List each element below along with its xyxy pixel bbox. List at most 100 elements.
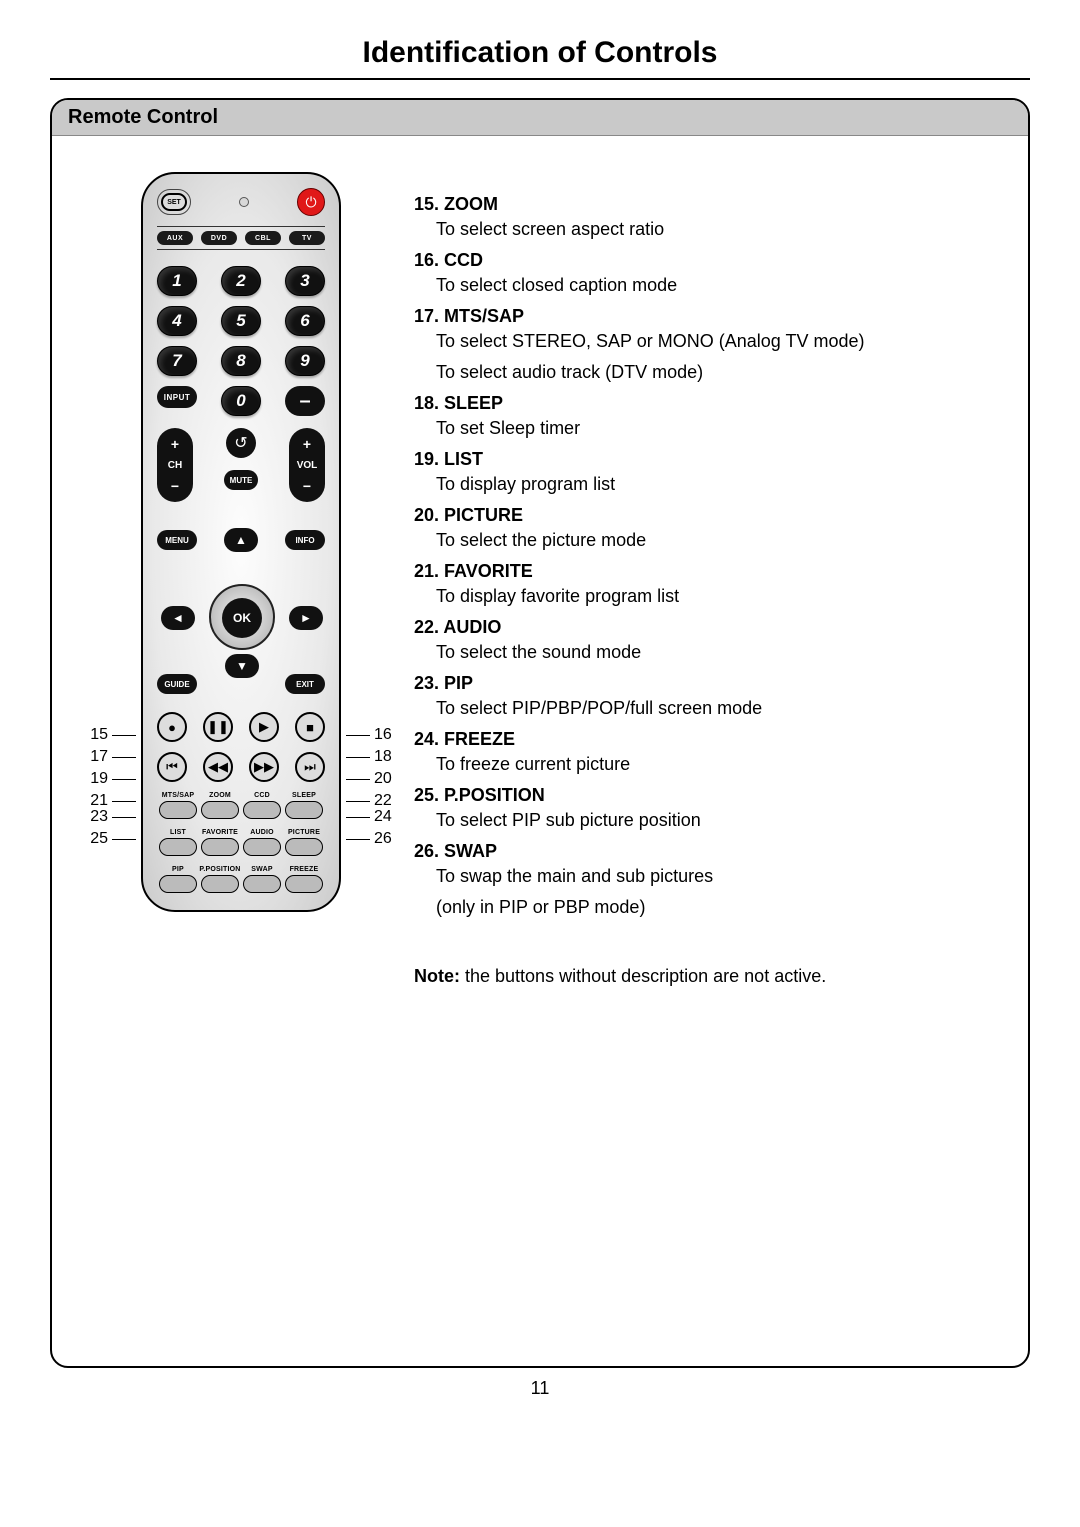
callout-24: 24: [374, 808, 392, 825]
fast-forward-button[interactable]: ▶▶: [249, 752, 279, 782]
title-rule: [50, 78, 1030, 80]
description-text: To select screen aspect ratio: [436, 219, 1004, 240]
dpad-up-button[interactable]: ▲: [224, 528, 258, 552]
description-text: To select audio track (DTV mode): [436, 362, 1004, 383]
plus-icon: +: [303, 436, 311, 452]
description-text: To display program list: [436, 474, 1004, 495]
description-item: 25. P.POSITION To select PIP sub picture …: [414, 785, 1004, 831]
skip-back-button[interactable]: ⏮: [157, 752, 187, 782]
skip-forward-button[interactable]: ⏭: [295, 752, 325, 782]
callout-26: 26: [374, 830, 392, 847]
dpad: ◄ OK ► ▼: [157, 556, 327, 676]
picture-button[interactable]: [285, 838, 323, 856]
transport-row-2: ⏮ ◀◀ ▶▶ ⏭: [157, 752, 325, 782]
zoom-button[interactable]: [201, 801, 239, 819]
pposition-button[interactable]: [201, 875, 239, 893]
description-title: 26. SWAP: [414, 841, 1004, 862]
digit-3-button[interactable]: 3: [285, 266, 325, 296]
swap-label: SWAP: [241, 866, 283, 873]
callout-18: 18: [374, 748, 392, 765]
record-button[interactable]: ●: [157, 712, 187, 742]
description-item: 18. SLEEP To set Sleep timer: [414, 393, 1004, 439]
description-title: 23. PIP: [414, 673, 1004, 694]
description-text: To set Sleep timer: [436, 418, 1004, 439]
triangle-up-icon: ▲: [235, 533, 247, 547]
description-item: 20. PICTURETo select the picture mode: [414, 505, 1004, 551]
guide-button[interactable]: GUIDE: [157, 674, 197, 694]
favorite-button[interactable]: [201, 838, 239, 856]
audio-button[interactable]: [243, 838, 281, 856]
sleep-label: SLEEP: [283, 792, 325, 799]
dvd-button[interactable]: DVD: [201, 231, 237, 245]
section-header: Remote Control: [52, 100, 1028, 136]
transport-row-1: ● ❚❚ ▶ ■: [157, 712, 325, 742]
description-title: 25. P.POSITION: [414, 785, 1004, 806]
description-title: 17. MTS/SAP: [414, 306, 1004, 327]
mute-button[interactable]: MUTE: [224, 470, 258, 490]
digit-4-button[interactable]: 4: [157, 306, 197, 336]
description-item: 22. AUDIOTo select the sound mode: [414, 617, 1004, 663]
menu-button[interactable]: MENU: [157, 530, 197, 550]
cbl-button[interactable]: CBL: [245, 231, 281, 245]
dpad-left-button[interactable]: ◄: [161, 606, 195, 630]
sleep-button[interactable]: [285, 801, 323, 819]
zoom-label: ZOOM: [199, 792, 241, 799]
channel-rocker[interactable]: + CH −: [157, 428, 193, 502]
description-item: 15. ZOOMTo select screen aspect ratio: [414, 194, 1004, 240]
digit-5-button[interactable]: 5: [221, 306, 261, 336]
description-item: 17. MTS/SAP To select STEREO, SAP or MONO…: [414, 306, 1004, 383]
digit-8-button[interactable]: 8: [221, 346, 261, 376]
description-title: 16. CCD: [414, 250, 1004, 271]
digit-9-button[interactable]: 9: [285, 346, 325, 376]
aux-button[interactable]: AUX: [157, 231, 193, 245]
rewind-button[interactable]: ◀◀: [203, 752, 233, 782]
callout-25: 25: [90, 830, 108, 847]
ch-vol-row: + CH − ↺ MUTE + VOL: [157, 428, 325, 502]
digit-7-button[interactable]: 7: [157, 346, 197, 376]
digit-0-button[interactable]: 0: [221, 386, 261, 416]
description-title: 21. FAVORITE: [414, 561, 1004, 582]
dpad-right-button[interactable]: ►: [289, 606, 323, 630]
recall-button[interactable]: ↺: [226, 428, 256, 458]
play-button[interactable]: ▶: [249, 712, 279, 742]
list-label: LIST: [157, 829, 199, 836]
list-button[interactable]: [159, 838, 197, 856]
power-button[interactable]: ⏻: [297, 188, 325, 216]
description-item: 26. SWAPTo swap the main and sub picture…: [414, 841, 1004, 918]
description-text: To select PIP sub picture position: [436, 810, 1004, 831]
digit-1-button[interactable]: 1: [157, 266, 197, 296]
description-text: To select closed caption mode: [436, 275, 1004, 296]
callout-19: 19: [90, 770, 108, 787]
ir-led-icon: [239, 197, 249, 207]
callouts-right: 16 18 20 22 24 26: [346, 727, 406, 853]
triangle-left-icon: ◄: [172, 611, 184, 625]
rewind-icon: ◀◀: [208, 759, 228, 775]
ccd-button[interactable]: [243, 801, 281, 819]
callout-21: 21: [90, 792, 108, 809]
picture-label: PICTURE: [283, 829, 325, 836]
swap-button[interactable]: [243, 875, 281, 893]
description-text: To select PIP/PBP/POP/full screen mode: [436, 698, 1004, 719]
tv-button[interactable]: TV: [289, 231, 325, 245]
volume-rocker[interactable]: + VOL −: [289, 428, 325, 502]
freeze-button[interactable]: [285, 875, 323, 893]
exit-button[interactable]: EXIT: [285, 674, 325, 694]
stop-button[interactable]: ■: [295, 712, 325, 742]
pip-button[interactable]: [159, 875, 197, 893]
minus-icon: −: [171, 478, 179, 494]
digit-2-button[interactable]: 2: [221, 266, 261, 296]
callout-17: 17: [90, 748, 108, 765]
mts-sap-button[interactable]: [159, 801, 197, 819]
dash-button[interactable]: –: [285, 386, 325, 416]
power-icon: ⏻: [305, 194, 316, 211]
ok-button[interactable]: OK: [222, 598, 262, 638]
info-button[interactable]: INFO: [285, 530, 325, 550]
description-title: 18. SLEEP: [414, 393, 1004, 414]
pause-button[interactable]: ❚❚: [203, 712, 233, 742]
dpad-down-button[interactable]: ▼: [225, 654, 259, 678]
set-button[interactable]: SET: [161, 193, 187, 211]
digit-6-button[interactable]: 6: [285, 306, 325, 336]
input-button[interactable]: INPUT: [157, 386, 197, 408]
description-text: To select STEREO, SAP or MONO (Analog TV…: [436, 331, 1004, 352]
audio-label: AUDIO: [241, 829, 283, 836]
